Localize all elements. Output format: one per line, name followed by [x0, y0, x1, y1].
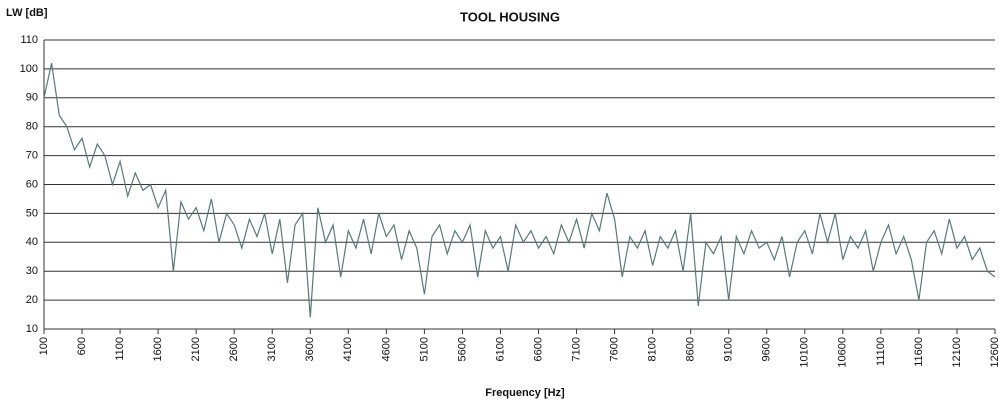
- x-tick-label: 1100: [114, 337, 126, 361]
- x-tick-label: 10100: [799, 337, 811, 368]
- y-tick-label: 30: [26, 265, 38, 277]
- x-tick-label: 6100: [494, 337, 506, 361]
- x-tick-label: 100: [38, 337, 50, 355]
- y-tick-label: 20: [26, 294, 38, 306]
- x-tick-label: 10600: [837, 337, 849, 368]
- y-tick-label: 40: [26, 236, 38, 248]
- x-tick-label: 4100: [342, 337, 354, 361]
- x-tick-label: 6600: [532, 337, 544, 361]
- x-tick-label: 1600: [152, 337, 164, 361]
- x-axis-label: Frequency [Hz]: [485, 387, 565, 399]
- x-tick-label: 11600: [913, 337, 925, 367]
- chart-title: TOOL HOUSING: [460, 9, 560, 24]
- y-tick-label: 60: [26, 178, 38, 190]
- x-tick-label: 12100: [951, 337, 963, 368]
- x-tick-label: 600: [76, 337, 88, 355]
- y-tick-label: 110: [20, 34, 38, 46]
- x-tick-label: 11100: [875, 337, 887, 366]
- y-tick-label: 50: [26, 207, 38, 219]
- x-tick-label: 3600: [304, 337, 316, 361]
- x-tick-label: 8600: [685, 337, 697, 361]
- x-tick-label: 12600: [989, 337, 999, 368]
- x-tick-label: 2100: [190, 337, 202, 361]
- y-tick-label: 10: [26, 323, 38, 335]
- x-tick-label: 8100: [647, 337, 659, 361]
- y-tick-label: 90: [26, 92, 38, 104]
- y-tick-label: 80: [26, 121, 38, 133]
- y-tick-label: 70: [26, 150, 38, 162]
- line: [43, 62, 996, 318]
- y-tick-label: 100: [20, 63, 38, 75]
- x-tick-label: 5100: [418, 337, 430, 361]
- x-tick-label: 7100: [570, 337, 582, 361]
- x-tick-label: 2600: [228, 337, 240, 361]
- x-tick-label: 5600: [456, 337, 468, 361]
- x-tick-label: 4600: [380, 337, 392, 361]
- x-tick-label: 3100: [266, 337, 278, 361]
- y-axis-label: LW [dB]: [6, 7, 48, 19]
- x-tick-label: 9100: [723, 337, 735, 361]
- x-tick-label: 9600: [761, 337, 773, 361]
- x-tick-label: 7600: [609, 337, 621, 361]
